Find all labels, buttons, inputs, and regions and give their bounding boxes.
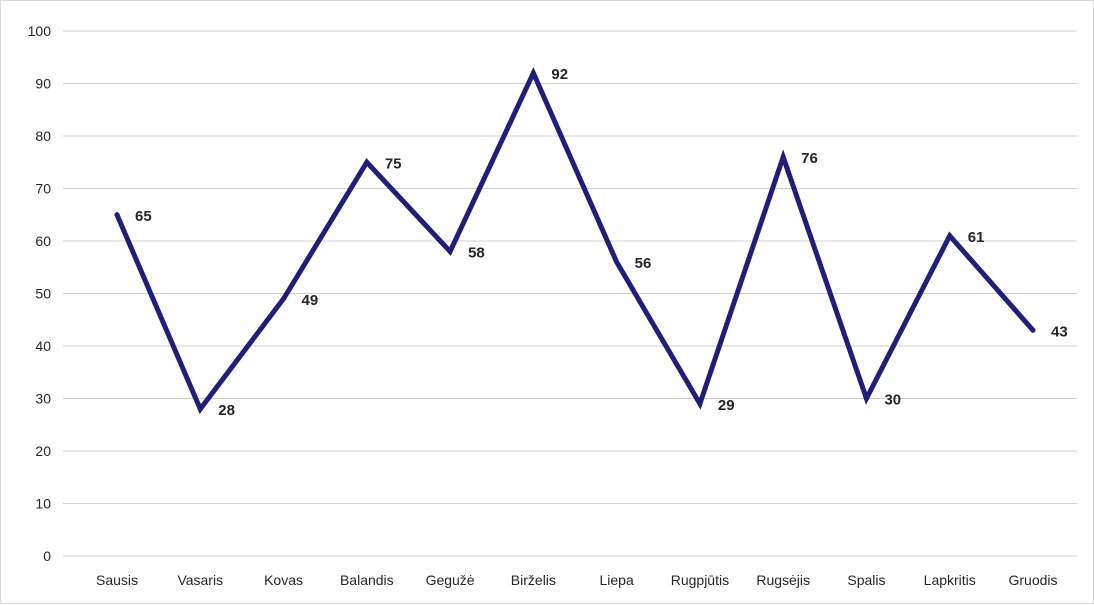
y-tick-label: 80: [35, 128, 51, 144]
data-label: 43: [1051, 323, 1068, 340]
x-category-label: Kovas: [264, 572, 303, 588]
data-point: [364, 159, 370, 165]
y-tick-label: 70: [35, 181, 51, 197]
data-labels: 65 28 49 75 58 92 56 29 76 30 61 43: [135, 66, 1068, 419]
y-tick-label: 60: [35, 233, 51, 249]
data-label: 49: [302, 292, 319, 309]
data-point: [281, 296, 287, 302]
data-label: 29: [718, 397, 735, 414]
data-label: 28: [218, 402, 235, 419]
series-group: [114, 66, 1036, 414]
data-label: 56: [635, 255, 652, 272]
y-tick-label: 0: [43, 548, 51, 564]
x-category-label: Lapkritis: [924, 572, 976, 588]
data-label: 65: [135, 208, 152, 225]
x-axis-category-labels: Sausis Vasaris Kovas Balandis Gegužė Birželis…: [96, 572, 1058, 588]
x-category-label: Sausis: [96, 572, 138, 588]
x-category-label: Rugsėjis: [756, 572, 810, 588]
series-line: [114, 66, 1036, 414]
data-label: 58: [468, 245, 485, 262]
x-category-label: Gegužė: [426, 572, 475, 588]
x-category-label: Spalis: [847, 572, 885, 588]
y-tick-label: 90: [35, 76, 51, 92]
data-point: [530, 70, 536, 76]
data-label: 61: [968, 229, 985, 246]
data-point: [447, 249, 453, 254]
data-point: [197, 406, 203, 412]
data-point: [780, 154, 786, 160]
data-label: 92: [551, 66, 568, 83]
y-axis-tick-labels: 0 10 20 30 40 50 60 70 80 90 100: [28, 23, 52, 564]
y-tick-label: 30: [35, 391, 51, 407]
y-tick-label: 50: [35, 286, 51, 302]
y-tick-label: 40: [35, 338, 51, 354]
data-label: 30: [884, 392, 901, 409]
data-label: 76: [801, 150, 818, 167]
x-category-label: Liepa: [600, 572, 634, 588]
data-label: 75: [385, 155, 402, 172]
x-category-label: Balandis: [340, 572, 394, 588]
data-point: [614, 259, 620, 265]
x-category-label: Gruodis: [1008, 572, 1057, 588]
y-tick-label: 100: [28, 23, 52, 39]
y-tick-label: 10: [35, 496, 51, 512]
y-tick-label: 20: [35, 443, 51, 459]
data-point: [863, 396, 869, 401]
x-category-label: Rugpjūtis: [671, 572, 729, 588]
x-category-label: Birželis: [511, 572, 556, 588]
data-point: [1030, 327, 1036, 333]
data-point: [697, 401, 703, 407]
gridlines: [63, 30, 1077, 557]
x-category-label: Vasaris: [177, 572, 223, 588]
data-point: [114, 212, 120, 218]
data-point: [947, 233, 953, 239]
